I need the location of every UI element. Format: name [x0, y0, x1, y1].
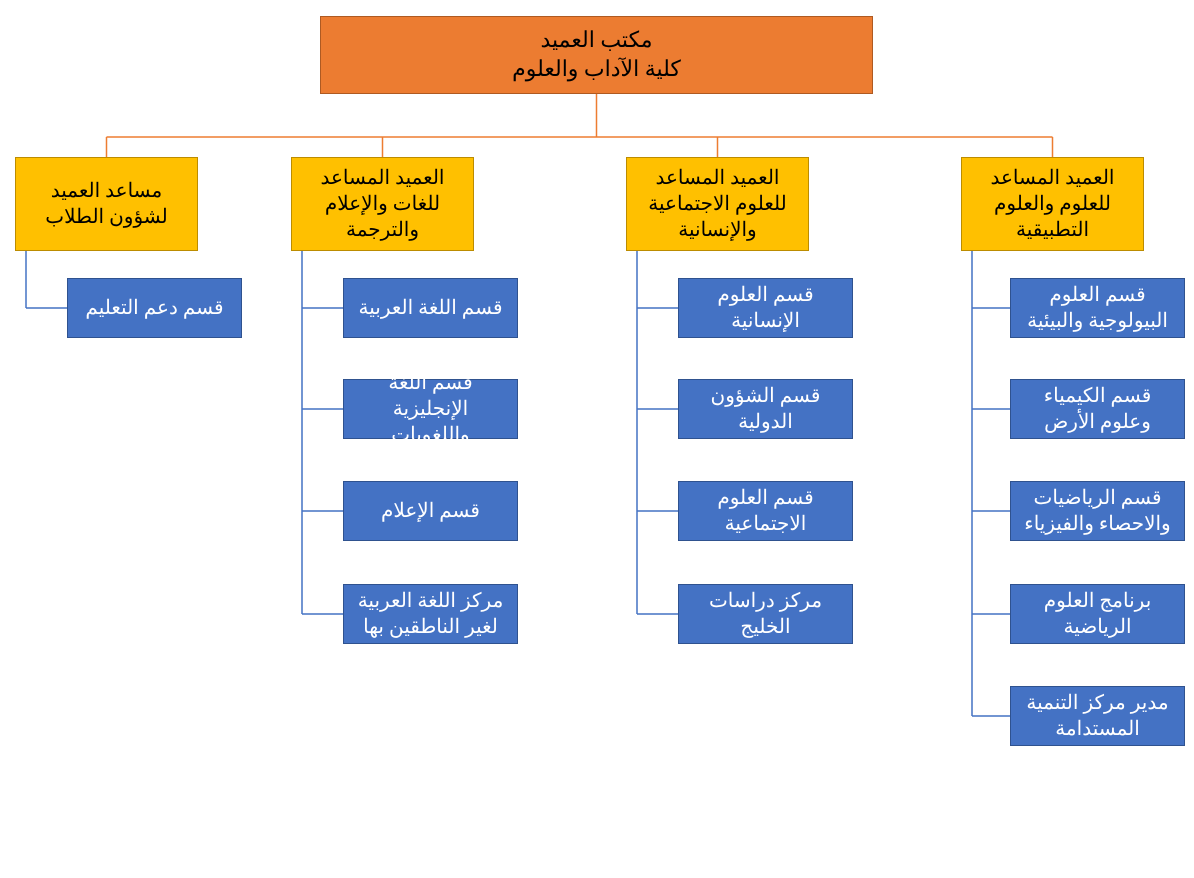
child-label: قسم الإعلام [381, 498, 480, 524]
child-label: قسم الرياضيات والاحصاء والفيزياء [1019, 485, 1176, 537]
child-node-sports: برنامج العلوم الرياضية [1010, 584, 1185, 644]
child-label: مركز اللغة العربية لغير الناطقين بها [352, 588, 509, 640]
root-title-2: كلية الآداب والعلوم [512, 55, 681, 84]
branch-node-social-sci: العميد المساعد للعلوم الاجتماعية والإنسا… [626, 157, 809, 251]
child-label: مركز دراسات الخليج [687, 588, 844, 640]
branch-label: العميد المساعد للعلوم والعلوم التطبيقية [970, 165, 1135, 243]
child-node-english: قسم اللغة الإنجليزية واللغويات [343, 379, 518, 439]
branch-node-applied-sci: العميد المساعد للعلوم والعلوم التطبيقية [961, 157, 1144, 251]
child-node-math-stat: قسم الرياضيات والاحصاء والفيزياء [1010, 481, 1185, 541]
root-title-1: مكتب العميد [512, 26, 681, 55]
child-label: قسم دعم التعليم [85, 295, 223, 321]
child-label: قسم العلوم الاجتماعية [687, 485, 844, 537]
child-label: قسم العلوم الإنسانية [687, 282, 844, 334]
child-node-sustain: مدير مركز التنمية المستدامة [1010, 686, 1185, 746]
child-label: قسم اللغة الإنجليزية واللغويات [352, 370, 509, 448]
branch-label: العميد المساعد للغات والإعلام والترجمة [300, 165, 465, 243]
child-label: قسم العلوم البيولوجية والبيئية [1019, 282, 1176, 334]
child-node-social: قسم العلوم الاجتماعية [678, 481, 853, 541]
child-label: مدير مركز التنمية المستدامة [1019, 690, 1176, 742]
child-node-bio-env: قسم العلوم البيولوجية والبيئية [1010, 278, 1185, 338]
connector-lines [0, 0, 1194, 878]
child-node-learn-support: قسم دعم التعليم [67, 278, 242, 338]
root-node: مكتب العميد كلية الآداب والعلوم [320, 16, 873, 94]
child-node-arabic: قسم اللغة العربية [343, 278, 518, 338]
child-node-human: قسم العلوم الإنسانية [678, 278, 853, 338]
child-label: قسم اللغة العربية [359, 295, 503, 321]
child-node-gulf: مركز دراسات الخليج [678, 584, 853, 644]
child-node-chem-geo: قسم الكيمياء وعلوم الأرض [1010, 379, 1185, 439]
branch-label: العميد المساعد للعلوم الاجتماعية والإنسا… [635, 165, 800, 243]
child-label: قسم الشؤون الدولية [687, 383, 844, 435]
branch-label: مساعد العميد لشؤون الطلاب [24, 178, 189, 230]
child-label: برنامج العلوم الرياضية [1019, 588, 1176, 640]
child-node-arabic-nn: مركز اللغة العربية لغير الناطقين بها [343, 584, 518, 644]
child-node-media: قسم الإعلام [343, 481, 518, 541]
branch-node-lang-media: العميد المساعد للغات والإعلام والترجمة [291, 157, 474, 251]
child-node-intl: قسم الشؤون الدولية [678, 379, 853, 439]
branch-node-student-aff: مساعد العميد لشؤون الطلاب [15, 157, 198, 251]
child-label: قسم الكيمياء وعلوم الأرض [1019, 383, 1176, 435]
